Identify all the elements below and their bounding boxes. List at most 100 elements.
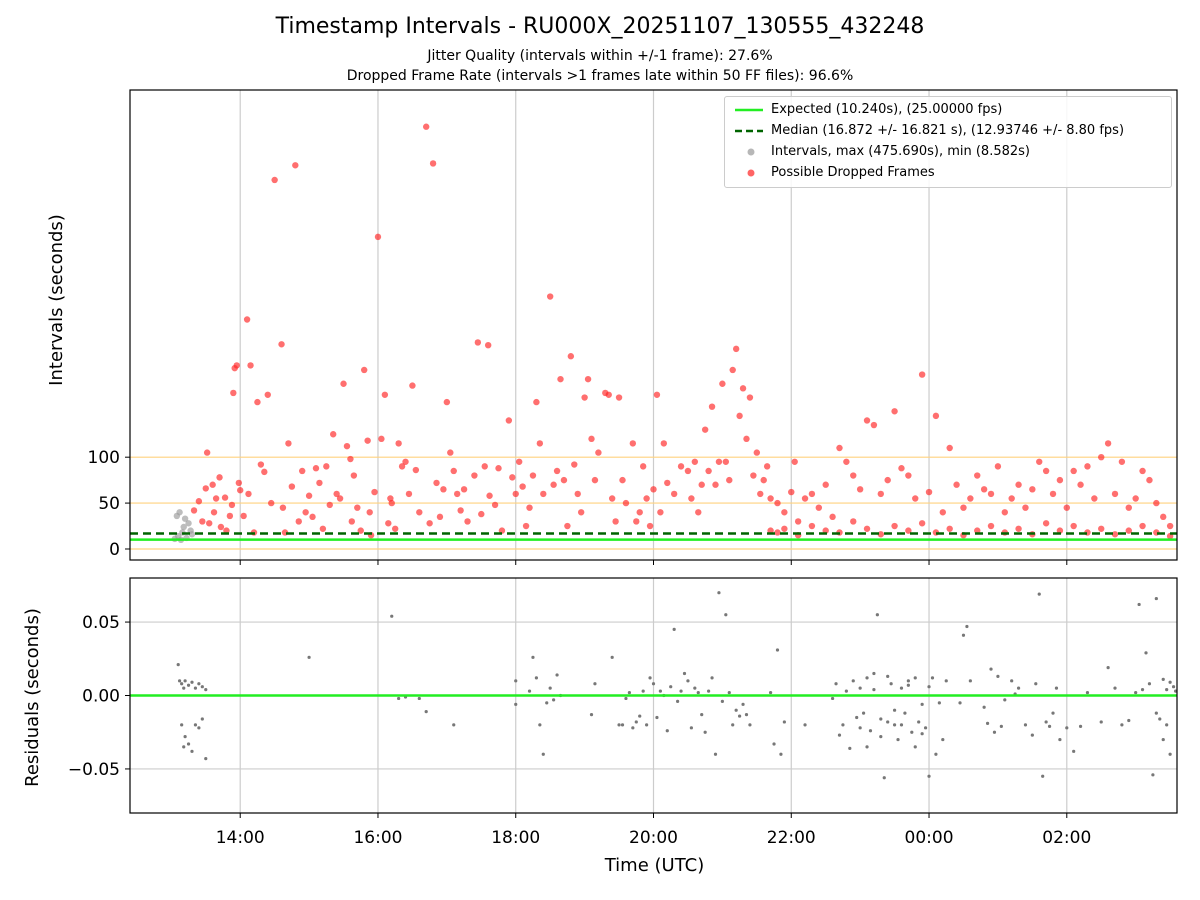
- intervals-point-1-17: [233, 362, 240, 369]
- intervals-point-1-81: [440, 486, 447, 493]
- residuals-point-0-101: [879, 717, 883, 721]
- intervals-ytick-label-0: 0: [109, 540, 120, 560]
- residuals-point-0-81: [768, 690, 773, 695]
- residuals-point-0-36: [552, 698, 556, 702]
- residuals-point-0-47: [634, 720, 638, 724]
- intervals-point-1-223: [1139, 467, 1146, 475]
- intervals-point-1-63: [378, 435, 385, 443]
- intervals-point-1-145: [688, 495, 695, 502]
- intervals-point-1-120: [584, 375, 592, 383]
- intervals-point-1-150: [705, 467, 712, 475]
- residuals-point-0-83: [775, 648, 780, 652]
- chart-subtitle-dropped: Dropped Frame Rate (intervals >1 frames …: [346, 68, 854, 84]
- residuals-point-0-71: [717, 591, 721, 595]
- residuals-point-0-21: [390, 614, 394, 618]
- intervals-point-1-197: [960, 504, 967, 511]
- intervals-point-1-238: [891, 522, 898, 530]
- intervals-point-1-117: [574, 490, 581, 498]
- intervals-point-1-52: [347, 455, 354, 463]
- intervals-point-1-137: [650, 486, 657, 493]
- intervals-point-1-73: [409, 382, 416, 389]
- residuals-point-0-15: [193, 723, 198, 727]
- residuals-point-0-108: [903, 711, 907, 715]
- residuals-point-0-156: [1065, 726, 1069, 730]
- intervals-point-1-105: [529, 472, 537, 479]
- residuals-point-0-124: [879, 735, 883, 739]
- residuals-ytick-label-2: 0.05: [82, 613, 120, 633]
- residuals-point-0-1: [177, 679, 182, 683]
- intervals-point-1-15: [230, 389, 237, 397]
- intervals-point-1-13: [226, 512, 234, 520]
- residuals-point-0-98: [868, 729, 873, 733]
- intervals-point-1-140: [660, 440, 668, 447]
- residuals-point-0-159: [1085, 690, 1090, 695]
- intervals-point-1-31: [278, 341, 285, 348]
- intervals-point-1-219: [1111, 490, 1119, 498]
- intervals-point-1-71: [402, 458, 409, 465]
- intervals-point-1-126: [608, 495, 616, 502]
- intervals-point-1-193: [932, 412, 940, 420]
- residuals-point-0-72: [720, 699, 724, 703]
- intervals-point-1-192: [925, 488, 933, 496]
- intervals-point-1-111: [553, 467, 561, 475]
- residuals-point-0-43: [620, 723, 625, 727]
- residuals-point-0-10: [204, 688, 208, 692]
- intervals-point-1-102: [519, 483, 526, 490]
- intervals-point-1-3: [202, 485, 209, 492]
- residuals-point-0-25: [424, 710, 428, 714]
- legend-swatch-expected: [735, 108, 763, 112]
- residuals-point-0-118: [937, 701, 941, 705]
- intervals-point-1-214: [1077, 481, 1084, 488]
- intervals-point-1-47: [330, 431, 337, 438]
- intervals-point-1-19: [237, 487, 244, 494]
- intervals-point-1-215: [1084, 463, 1091, 470]
- intervals-point-1-205: [1015, 481, 1022, 488]
- intervals-point-1-168: [767, 495, 774, 502]
- intervals-point-1-225: [1153, 499, 1160, 507]
- intervals-point-1-196: [953, 481, 960, 488]
- intervals-plot-area: [130, 123, 1177, 550]
- residuals-point-0-11: [180, 723, 184, 727]
- residuals-point-0-103: [886, 720, 890, 724]
- intervals-point-1-8: [212, 495, 220, 502]
- intervals-point-1-89: [471, 472, 478, 479]
- intervals-point-1-216: [1091, 495, 1098, 502]
- intervals-point-1-253: [1098, 525, 1105, 532]
- legend-swatch-median: [735, 129, 763, 133]
- residuals-point-0-33: [541, 752, 545, 756]
- intervals-point-1-170: [781, 509, 788, 516]
- intervals-point-1-160: [739, 385, 747, 392]
- residuals-point-0-134: [965, 624, 969, 629]
- residuals-point-0-60: [679, 689, 683, 693]
- residuals-point-0-136: [982, 705, 986, 709]
- residuals-point-0-168: [1144, 651, 1148, 655]
- intervals-point-1-206: [1022, 504, 1029, 511]
- intervals-point-1-221: [1125, 504, 1132, 511]
- xtick-label-2: 18:00: [491, 828, 540, 848]
- intervals-point-1-78: [429, 160, 437, 167]
- intervals-point-1-191: [918, 371, 926, 378]
- intervals-point-1-54: [350, 472, 358, 479]
- residuals-point-0-26: [452, 723, 456, 727]
- xtick-label-4: 22:00: [767, 828, 816, 848]
- residuals-point-0-165: [1134, 690, 1138, 695]
- residuals-point-0-121: [858, 726, 862, 730]
- intervals-point-1-110: [550, 481, 557, 488]
- residuals-point-0-61: [682, 671, 687, 676]
- intervals-point-1-64: [381, 391, 389, 398]
- intervals-point-1-183: [863, 417, 871, 424]
- intervals-point-1-67: [388, 499, 395, 507]
- intervals-point-1-76: [422, 123, 430, 130]
- residuals-point-0-67: [703, 730, 707, 734]
- intervals-point-1-41: [309, 513, 316, 521]
- residuals-point-0-173: [1161, 677, 1165, 681]
- residuals-point-0-19: [182, 745, 186, 749]
- intervals-point-1-154: [719, 380, 726, 387]
- intervals-point-1-119: [581, 394, 588, 401]
- residuals-point-0-145: [1016, 686, 1021, 690]
- intervals-point-1-136: [646, 522, 654, 530]
- residuals-point-0-8: [197, 682, 201, 686]
- intervals-point-1-49: [336, 495, 344, 502]
- intervals-point-1-213: [1070, 467, 1077, 475]
- residuals-point-0-155: [1058, 737, 1062, 742]
